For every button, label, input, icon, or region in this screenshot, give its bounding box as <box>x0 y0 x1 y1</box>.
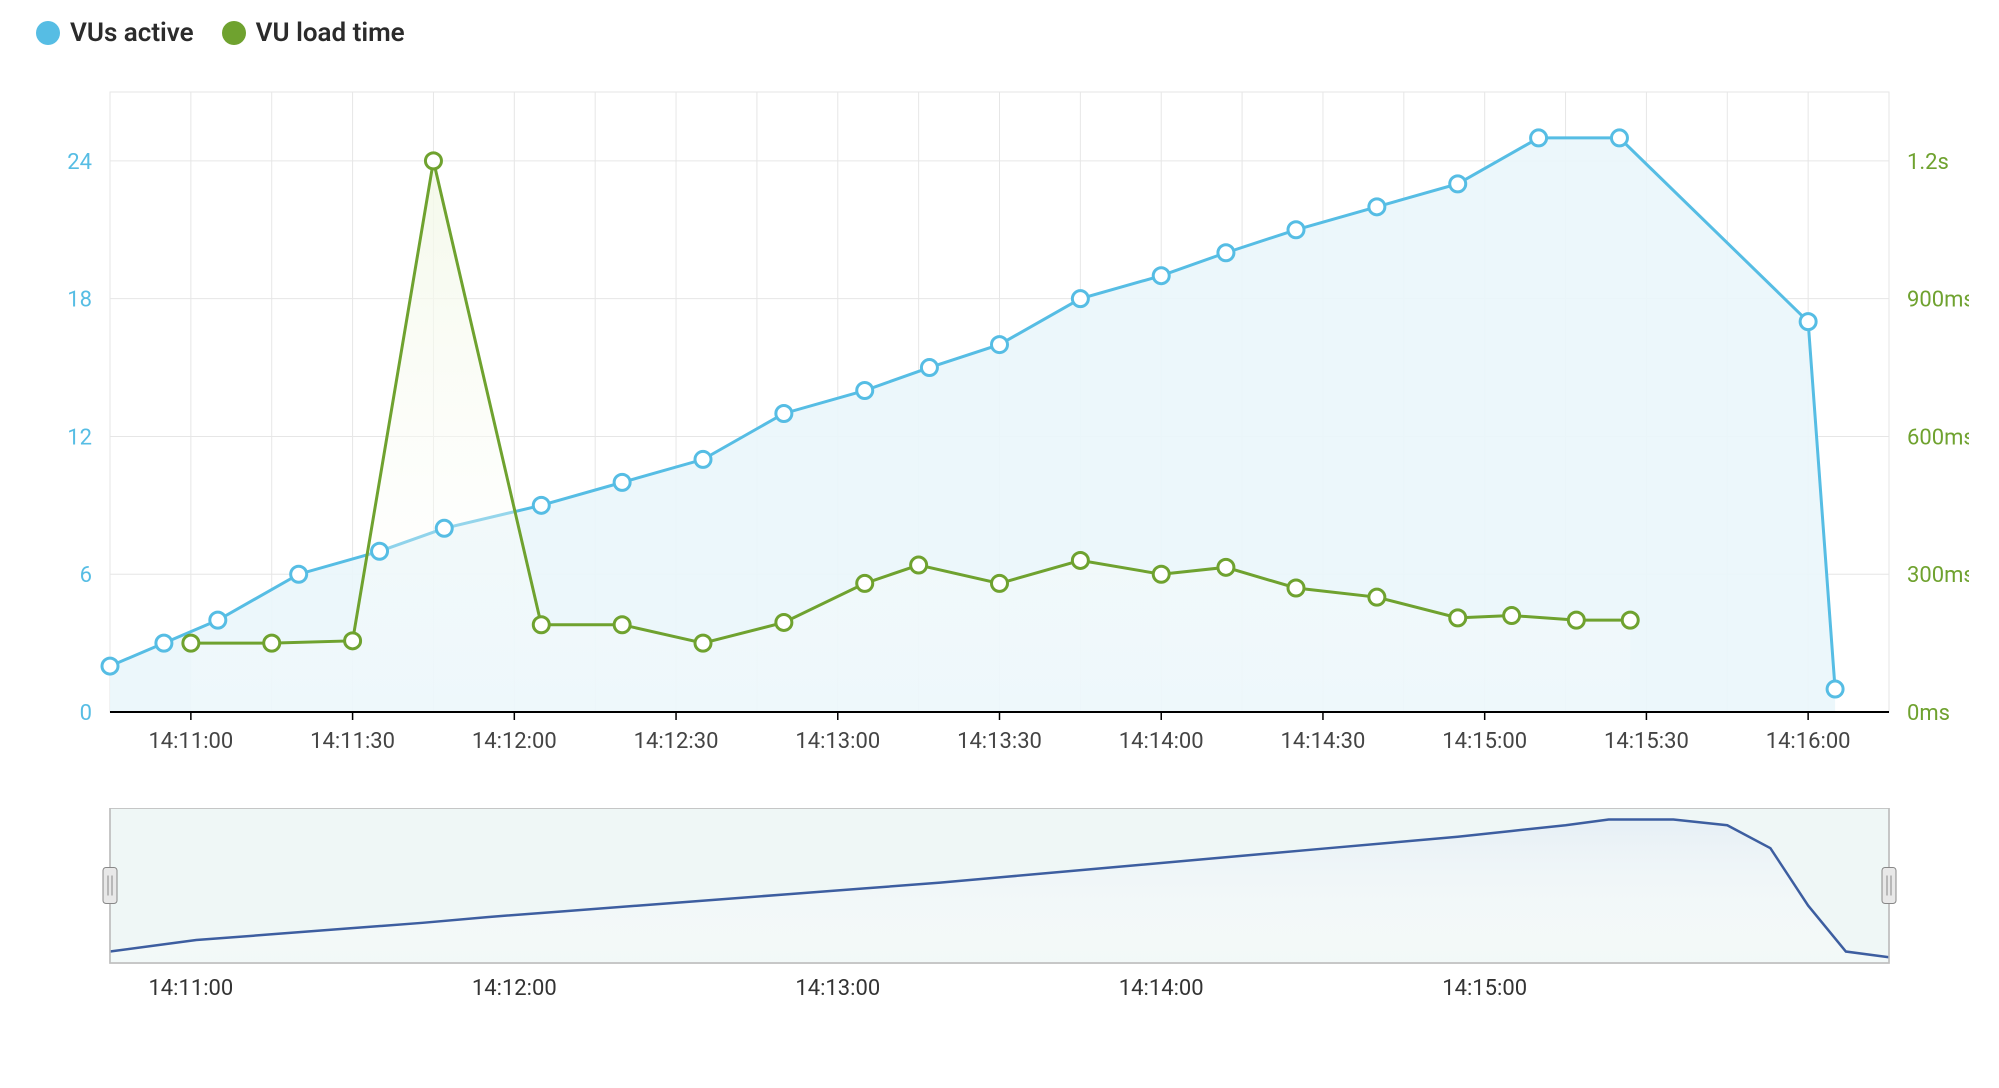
svg-text:14:12:00: 14:12:00 <box>472 729 557 754</box>
svg-text:0ms: 0ms <box>1907 701 1950 726</box>
brush-handle-right[interactable] <box>1882 868 1896 904</box>
svg-text:14:14:00: 14:14:00 <box>1119 976 1204 1001</box>
legend-item-vus-active[interactable]: VUs active <box>36 18 194 48</box>
svg-text:1.2s: 1.2s <box>1907 150 1949 175</box>
legend-dot-vu-load-time <box>222 21 246 45</box>
brush-handle-left[interactable] <box>103 868 117 904</box>
svg-text:18: 18 <box>67 288 92 313</box>
svg-text:14:14:30: 14:14:30 <box>1281 729 1366 754</box>
main-chart-svg[interactable]: 14:11:00 14:11:30 14:12:00 14:12:30 14:13:00… <box>30 62 1969 782</box>
svg-text:14:13:30: 14:13:30 <box>957 729 1042 754</box>
svg-text:6: 6 <box>80 563 92 588</box>
legend-label-vus-active: VUs active <box>70 18 194 48</box>
svg-text:24: 24 <box>67 150 92 175</box>
svg-text:14:13:00: 14:13:00 <box>795 976 880 1001</box>
main-chart: 14:11:00 14:11:30 14:12:00 14:12:30 14:13:00… <box>30 62 1969 786</box>
svg-text:14:11:30: 14:11:30 <box>310 729 395 754</box>
svg-text:0: 0 <box>80 701 92 726</box>
svg-text:14:15:30: 14:15:30 <box>1604 729 1689 754</box>
svg-text:14:15:00: 14:15:00 <box>1442 976 1527 1001</box>
brush-chart-svg[interactable]: 14:11:00 14:12:00 14:13:00 14:14:00 14:15:00 <box>30 808 1969 1018</box>
svg-text:14:15:00: 14:15:00 <box>1442 729 1527 754</box>
svg-text:600ms: 600ms <box>1907 425 1969 450</box>
brush-chart: 14:11:00 14:12:00 14:13:00 14:14:00 14:15:00 <box>30 808 1969 1022</box>
svg-text:14:13:00: 14:13:00 <box>795 729 880 754</box>
svg-text:14:14:00: 14:14:00 <box>1119 729 1204 754</box>
svg-text:900ms: 900ms <box>1907 288 1969 313</box>
svg-text:14:16:00: 14:16:00 <box>1766 729 1851 754</box>
svg-text:12: 12 <box>67 425 92 450</box>
legend-dot-vus-active <box>36 21 60 45</box>
chart-legend: VUs active VU load time <box>36 18 1969 48</box>
chart-container: VUs active VU load time 14:11:00 14:11:30… <box>0 0 1999 1088</box>
svg-text:14:11:00: 14:11:00 <box>148 729 233 754</box>
legend-label-vu-load-time: VU load time <box>256 18 405 48</box>
legend-item-vu-load-time[interactable]: VU load time <box>222 18 405 48</box>
svg-text:300ms: 300ms <box>1907 563 1969 588</box>
svg-text:14:11:00: 14:11:00 <box>148 976 233 1001</box>
svg-text:14:12:00: 14:12:00 <box>472 976 557 1001</box>
svg-text:14:12:30: 14:12:30 <box>634 729 719 754</box>
